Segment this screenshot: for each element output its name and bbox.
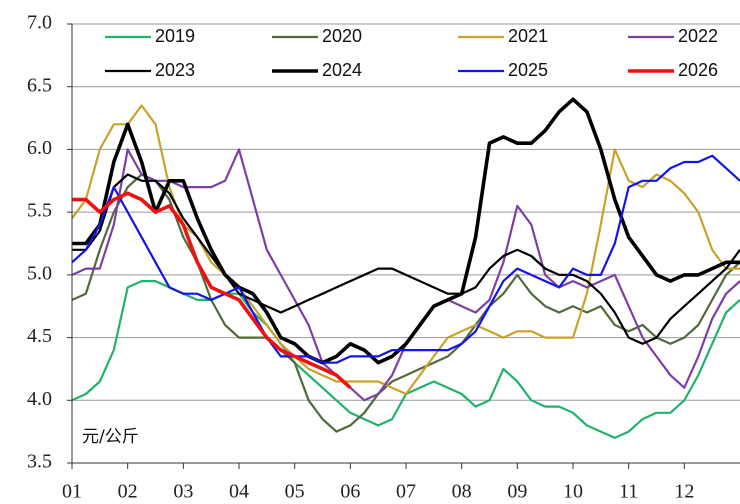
y-tick-label: 5.0 (27, 262, 52, 284)
y-tick-label: 7.0 (27, 12, 52, 34)
x-tick-label: 02 (118, 481, 138, 503)
x-tick-label: 04 (229, 481, 249, 503)
unit-label: 元/公斤 (82, 427, 139, 447)
x-tick-label: 10 (563, 481, 583, 503)
x-tick-label: 03 (173, 481, 193, 503)
y-tick-label: 5.5 (27, 200, 52, 222)
x-tick-label: 11 (619, 481, 638, 503)
legend-label: 2025 (508, 60, 548, 80)
legend-label: 2022 (678, 26, 718, 46)
series-line (72, 280, 740, 439)
series-line (72, 154, 740, 364)
legend-label: 2024 (322, 60, 362, 80)
legend-label: 2020 (322, 26, 362, 46)
y-tick-label: 4.0 (27, 388, 52, 410)
x-tick-label: 01 (62, 481, 82, 503)
legend-label: 2023 (155, 60, 195, 80)
x-tick-label: 12 (674, 481, 694, 503)
y-tick-label: 3.5 (27, 451, 52, 473)
y-tick-label: 6.5 (27, 74, 52, 96)
x-tick-label: 05 (285, 481, 305, 503)
series-line (72, 97, 740, 365)
legend-label: 2026 (678, 60, 718, 80)
x-tick-label: 06 (340, 481, 360, 503)
legend-label: 2021 (508, 26, 548, 46)
y-tick-label: 6.0 (27, 137, 52, 159)
legend-label: 2019 (155, 26, 195, 46)
x-tick-label: 07 (396, 481, 416, 503)
x-tick-label: 09 (507, 481, 527, 503)
y-tick-label: 4.5 (27, 325, 52, 347)
series-line (72, 191, 352, 390)
series-line (72, 173, 740, 345)
series-line (72, 173, 740, 433)
x-tick-label: 08 (452, 481, 472, 503)
